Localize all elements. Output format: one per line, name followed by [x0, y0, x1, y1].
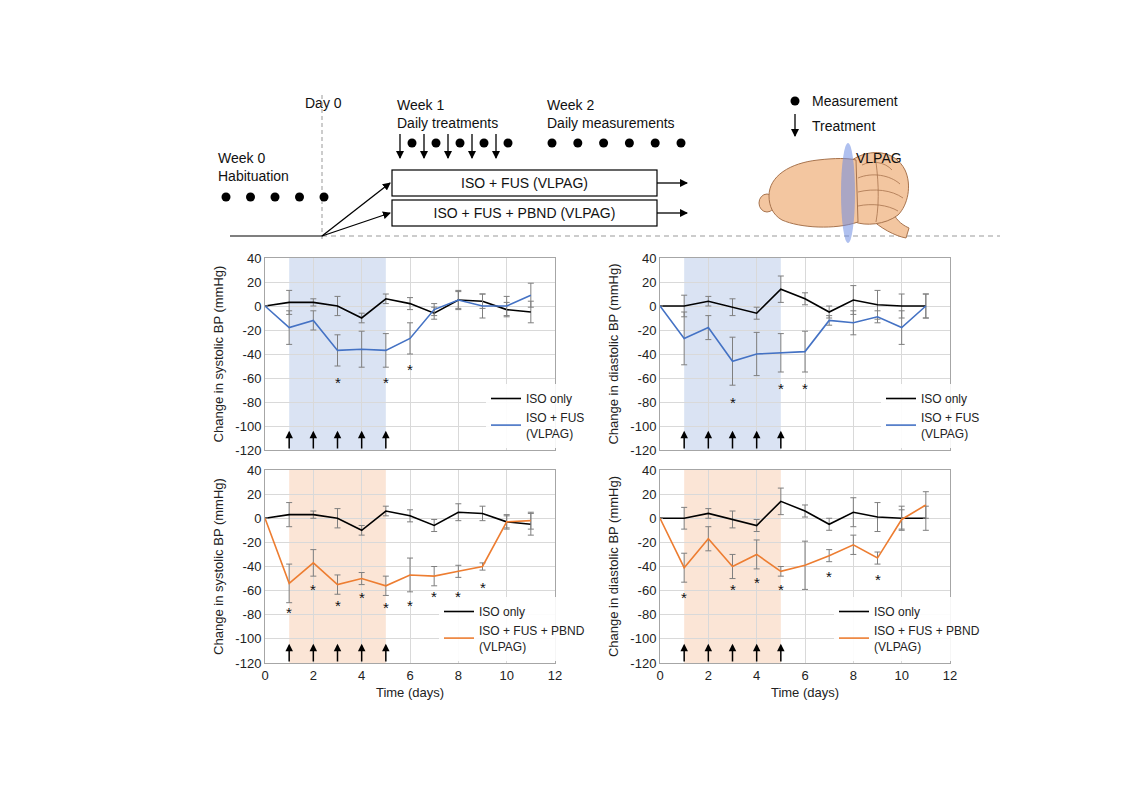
svg-text:-20: -20	[638, 535, 657, 550]
svg-text:ISO + FUS(VLPAG): ISO + FUS(VLPAG)	[526, 411, 584, 441]
svg-text:*: *	[681, 589, 687, 606]
svg-text:-80: -80	[638, 607, 657, 622]
svg-text:-60: -60	[243, 371, 262, 386]
svg-text:Week 2: Week 2	[547, 97, 594, 113]
svg-text:*: *	[335, 374, 341, 391]
svg-text:*: *	[826, 568, 832, 585]
svg-text:ISO only: ISO only	[479, 605, 525, 619]
svg-text:*: *	[480, 579, 486, 596]
svg-text:ISO only: ISO only	[874, 605, 920, 619]
svg-text:-100: -100	[235, 419, 261, 434]
svg-text:*: *	[359, 589, 365, 606]
svg-text:Daily measurements: Daily measurements	[547, 115, 675, 131]
svg-text:Week 0: Week 0	[218, 150, 265, 166]
svg-text:*: *	[335, 597, 341, 614]
svg-text:-100: -100	[630, 631, 656, 646]
svg-text:Time (days): Time (days)	[376, 685, 444, 700]
svg-text:8: 8	[455, 668, 462, 683]
svg-text:*: *	[730, 581, 736, 598]
svg-text:-120: -120	[630, 443, 656, 458]
svg-text:0: 0	[254, 511, 261, 526]
svg-text:-60: -60	[638, 371, 657, 386]
svg-text:2: 2	[705, 668, 712, 683]
svg-text:-120: -120	[235, 443, 261, 458]
svg-text:Week 1: Week 1	[397, 97, 444, 113]
svg-text:ISO only: ISO only	[526, 392, 572, 406]
svg-text:-80: -80	[243, 395, 262, 410]
svg-text:20: 20	[642, 487, 656, 502]
svg-text:6: 6	[406, 668, 413, 683]
svg-text:ISO + FUS + PBND(VLPAG): ISO + FUS + PBND(VLPAG)	[479, 624, 585, 654]
svg-text:ISO only: ISO only	[921, 392, 967, 406]
svg-text:-80: -80	[638, 395, 657, 410]
svg-text:-120: -120	[235, 656, 261, 671]
svg-text:-60: -60	[243, 583, 262, 598]
svg-text:Time (days): Time (days)	[771, 685, 839, 700]
svg-text:20: 20	[642, 275, 656, 290]
svg-text:ISO + FUS (VLPAG): ISO + FUS (VLPAG)	[461, 175, 588, 191]
svg-text:*: *	[802, 380, 808, 397]
svg-text:6: 6	[801, 668, 808, 683]
svg-text:40: 40	[247, 463, 261, 478]
svg-text:10: 10	[499, 668, 513, 683]
svg-text:Measurement: Measurement	[812, 93, 898, 109]
svg-text:*: *	[431, 588, 437, 605]
svg-text:-40: -40	[638, 347, 657, 362]
svg-text:-40: -40	[638, 559, 657, 574]
svg-text:*: *	[407, 597, 413, 614]
svg-text:0: 0	[649, 511, 656, 526]
svg-text:40: 40	[642, 251, 656, 266]
svg-text:ISO + FUS(VLPAG): ISO + FUS(VLPAG)	[921, 411, 979, 441]
svg-text:*: *	[455, 588, 461, 605]
svg-text:4: 4	[358, 668, 365, 683]
svg-text:*: *	[778, 380, 784, 397]
svg-text:40: 40	[642, 463, 656, 478]
svg-text:0: 0	[254, 299, 261, 314]
svg-text:-40: -40	[243, 347, 262, 362]
svg-text:Change in diastolic BP (mmHg): Change in diastolic BP (mmHg)	[606, 476, 621, 657]
svg-text:0: 0	[656, 668, 663, 683]
svg-text:*: *	[754, 574, 760, 591]
svg-text:-80: -80	[243, 607, 262, 622]
svg-text:12: 12	[548, 668, 562, 683]
svg-text:20: 20	[247, 487, 261, 502]
svg-text:40: 40	[247, 251, 261, 266]
svg-text:VLPAG: VLPAG	[856, 150, 902, 166]
svg-text:20: 20	[247, 275, 261, 290]
svg-text:-100: -100	[630, 419, 656, 434]
svg-text:Habituation: Habituation	[218, 168, 289, 184]
svg-text:0: 0	[261, 668, 268, 683]
svg-text:*: *	[310, 581, 316, 598]
svg-text:Change in systolic BP (mmHg): Change in systolic BP (mmHg)	[211, 478, 226, 655]
svg-text:-20: -20	[243, 323, 262, 338]
svg-text:-40: -40	[243, 559, 262, 574]
svg-text:Change in systolic BP (mmHg): Change in systolic BP (mmHg)	[211, 266, 226, 443]
svg-text:0: 0	[649, 299, 656, 314]
svg-text:10: 10	[894, 668, 908, 683]
svg-text:*: *	[383, 599, 389, 616]
svg-text:-60: -60	[638, 583, 657, 598]
svg-text:*: *	[407, 361, 413, 378]
svg-text:4: 4	[753, 668, 760, 683]
svg-text:Day 0: Day 0	[305, 95, 342, 111]
svg-text:Change in diastolic BP (mmHg): Change in diastolic BP (mmHg)	[606, 263, 621, 444]
svg-text:*: *	[286, 604, 292, 621]
svg-text:*: *	[875, 571, 881, 588]
svg-text:Treatment: Treatment	[812, 118, 875, 134]
svg-text:ISO + FUS + PBND (VLPAG): ISO + FUS + PBND (VLPAG)	[434, 205, 616, 221]
svg-text:Daily treatments: Daily treatments	[397, 115, 498, 131]
svg-text:*: *	[730, 394, 736, 411]
svg-text:*: *	[778, 581, 784, 598]
svg-text:2: 2	[310, 668, 317, 683]
svg-text:-20: -20	[638, 323, 657, 338]
svg-text:8: 8	[850, 668, 857, 683]
svg-text:12: 12	[943, 668, 957, 683]
svg-text:-100: -100	[235, 631, 261, 646]
svg-text:ISO + FUS + PBND(VLPAG): ISO + FUS + PBND(VLPAG)	[874, 624, 980, 654]
svg-text:*: *	[383, 374, 389, 391]
svg-text:-120: -120	[630, 656, 656, 671]
svg-text:-20: -20	[243, 535, 262, 550]
